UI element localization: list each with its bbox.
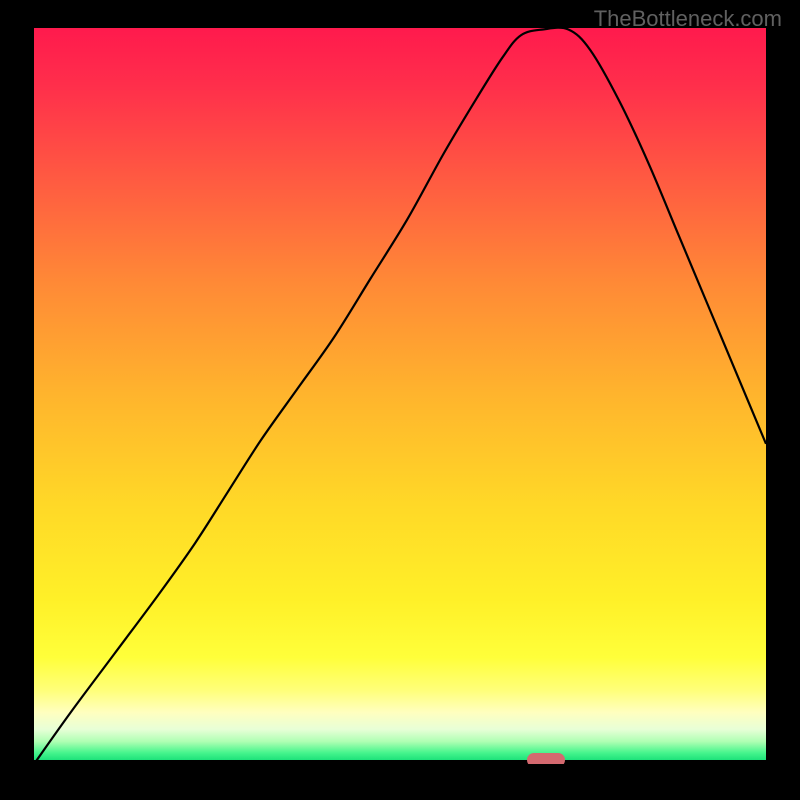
bottleneck-curve [34, 28, 766, 764]
optimal-zone-marker [527, 753, 565, 764]
plot-area [34, 28, 766, 764]
watermark-text: TheBottleneck.com [594, 6, 782, 32]
